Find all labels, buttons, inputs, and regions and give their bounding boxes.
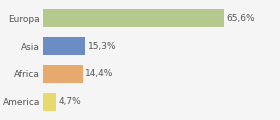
- Text: 4,7%: 4,7%: [59, 97, 81, 106]
- Text: 15,3%: 15,3%: [88, 42, 116, 51]
- Text: 65,6%: 65,6%: [227, 14, 255, 23]
- Bar: [43, 9, 224, 27]
- Bar: [43, 93, 56, 111]
- Text: 14,4%: 14,4%: [85, 69, 114, 78]
- Bar: [43, 65, 83, 83]
- Bar: [43, 37, 85, 55]
